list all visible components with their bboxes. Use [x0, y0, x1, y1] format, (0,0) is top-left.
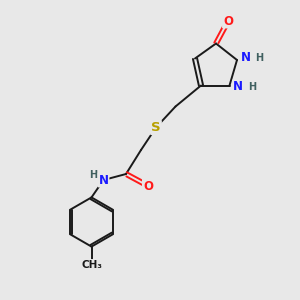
- Text: N: N: [98, 173, 109, 187]
- Text: N: N: [233, 80, 243, 94]
- Text: S: S: [151, 121, 161, 134]
- Text: N: N: [240, 51, 250, 64]
- Text: H: H: [256, 52, 264, 63]
- Text: H: H: [89, 169, 97, 180]
- Text: O: O: [223, 14, 233, 28]
- Text: H: H: [248, 82, 256, 92]
- Text: O: O: [143, 179, 153, 193]
- Text: CH₃: CH₃: [81, 260, 102, 270]
